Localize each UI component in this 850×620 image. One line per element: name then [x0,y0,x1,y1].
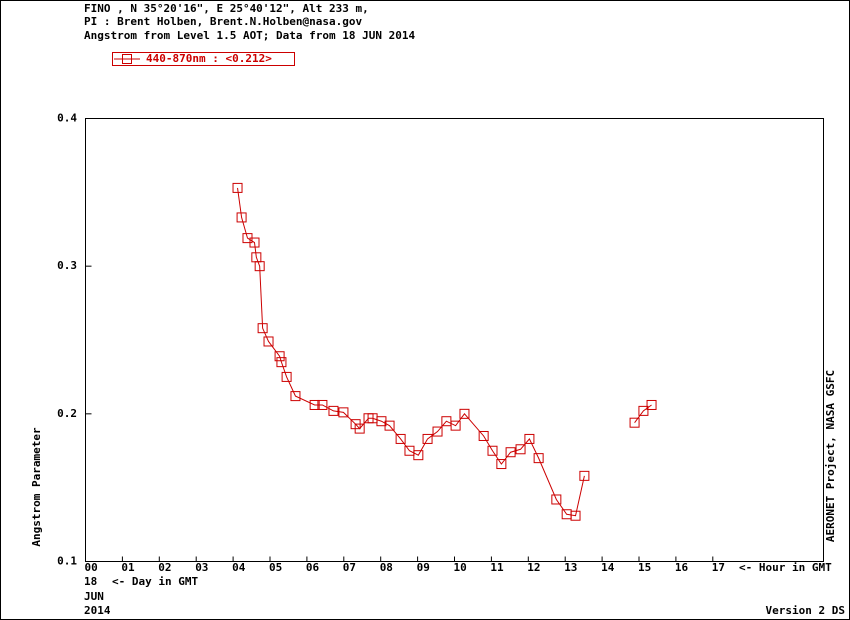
x-tick-label: 17 [712,561,725,574]
data-point [478,430,489,441]
x-tick-label: 14 [601,561,615,574]
data-point [505,447,516,458]
day-label: <- Day in GMT [112,575,198,588]
data-point [276,357,287,368]
data-point [422,433,433,444]
data-point [232,182,243,193]
x-tick-label: 10 [454,561,467,574]
x-tick-label: 05 [269,561,282,574]
data-point [281,371,292,382]
day: 18 [84,575,97,588]
y-tick-label: 0.2 [57,407,77,420]
x-tick-label: 09 [417,561,430,574]
y-axis-label: Angstrom Parameter [30,427,43,547]
data-point [579,470,590,481]
month: JUN [84,590,104,603]
data-point [254,261,265,272]
data-point [413,450,424,461]
data-point [309,399,320,410]
year: 2014 [84,604,111,617]
x-tick-label: 04 [232,561,246,574]
data-point [338,407,349,418]
legend-label: 440-870nm : <0.212> [146,52,272,65]
data-point [432,426,443,437]
legend-marker [122,54,132,64]
x-tick-label: 03 [195,561,208,574]
plot-area [85,118,824,562]
data-point [496,459,507,470]
data-point [263,336,274,347]
side-note: AERONET Project, NASA GSFC [824,370,837,542]
data-point [395,433,406,444]
data-point [257,323,268,334]
header-line: FINO , N 35°20'16", E 25°40'12", Alt 233… [84,2,369,15]
x-tick-label: 01 [121,561,135,574]
data-point [638,405,649,416]
data-point [274,351,285,362]
legend-box [112,52,295,66]
x-tick-label: 16 [675,561,689,574]
data-point [551,494,562,505]
data-point [354,423,365,434]
data-point [384,420,395,431]
header-line: Angstrom from Level 1.5 AOT; Data from 1… [84,29,416,42]
y-tick-label: 0.1 [57,555,77,568]
data-point [515,444,526,455]
x-tick-label: 12 [527,561,540,574]
x-tick-label: 13 [564,561,577,574]
data-point [236,212,247,223]
y-tick-label: 0.3 [57,259,77,272]
x-tick-label: 02 [158,561,171,574]
x-tick-label: 11 [490,561,504,574]
series-line [237,187,652,517]
data-point [249,237,260,248]
version: Version 2 DS [766,604,845,617]
data-point [629,417,640,428]
data-point [328,405,339,416]
y-tick-label: 0.4 [57,112,77,125]
header-line: PI : Brent Holben, Brent.N.Holben@nasa.g… [84,15,363,28]
data-point [533,453,544,464]
data-point [290,391,301,402]
data-point [317,399,328,410]
data-point [450,420,461,431]
x-tick-label: 08 [380,561,393,574]
x-tick-label: 00 [85,561,98,574]
data-point [459,408,470,419]
x-axis-label: <- Hour in GMT [739,561,832,574]
x-tick-label: 06 [306,561,320,574]
data-point [487,445,498,456]
x-tick-label: 07 [343,561,356,574]
x-tick-label: 15 [638,561,651,574]
data-point [570,510,581,521]
data-point [646,399,657,410]
data-point [524,433,535,444]
